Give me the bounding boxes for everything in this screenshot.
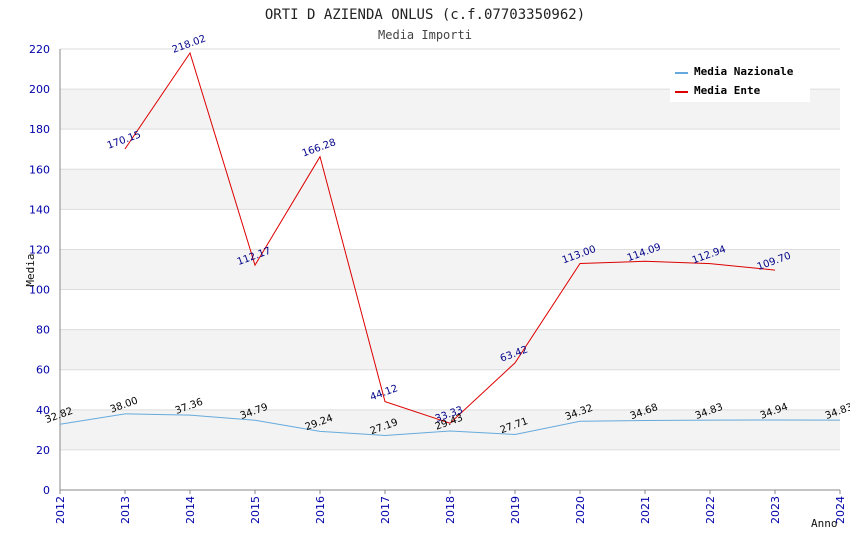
grid-band <box>60 369 840 410</box>
series-line-media-nazionale <box>59 413 841 436</box>
grid-band <box>60 129 840 170</box>
y-tick-label: 180 <box>29 123 50 136</box>
axes <box>59 49 841 494</box>
y-axis-ticks: 0 20 40 60 80 100 120 140 160 180 200 220 <box>29 43 50 497</box>
x-tick-label: 2019 <box>509 496 522 524</box>
x-tick-label: 2021 <box>639 496 652 524</box>
x-tick-label: 2012 <box>54 496 67 524</box>
grid-band <box>60 169 840 210</box>
y-tick-label: 100 <box>29 284 50 297</box>
x-axis-ticks: 2012 2013 2014 2015 2016 2017 2018 2019 2020 2021… <box>54 496 847 524</box>
y-tick-label: 60 <box>36 364 50 377</box>
y-axis-label: Media <box>24 253 37 286</box>
x-tick-label: 2013 <box>119 496 132 524</box>
x-tick-label: 2023 <box>769 496 782 524</box>
x-tick-label: 2016 <box>314 496 327 524</box>
legend-background <box>670 58 810 102</box>
legend-label-media-ente: Media Ente <box>694 84 761 97</box>
grid-band <box>60 449 840 490</box>
grid-band <box>60 209 840 250</box>
grid-band <box>60 289 840 330</box>
grid-band <box>60 409 840 450</box>
x-tick-label: 2018 <box>444 496 457 524</box>
series-lines <box>59 51 841 436</box>
x-axis-label: Anno <box>811 517 838 530</box>
series-line-media-ente <box>124 51 776 424</box>
legend-label-media-nazionale: Media Nazionale <box>694 65 794 78</box>
x-tick-label: 2024 <box>834 496 847 524</box>
x-tick-label: 2014 <box>184 496 197 524</box>
y-tick-label: 200 <box>29 83 50 96</box>
y-tick-label: 0 <box>43 484 50 497</box>
x-tick-label: 2015 <box>249 496 262 524</box>
x-tick-label: 2017 <box>379 496 392 524</box>
y-tick-label: 160 <box>29 163 50 176</box>
y-tick-label: 120 <box>29 243 50 256</box>
x-tick-label: 2022 <box>704 496 717 524</box>
y-tick-label: 220 <box>29 43 50 56</box>
grid-bands <box>60 48 840 491</box>
chart-subtitle: Media Importi <box>378 28 472 42</box>
y-tick-label: 140 <box>29 203 50 216</box>
chart-title: ORTI D AZIENDA ONLUS (c.f.07703350962) <box>265 7 585 23</box>
grid-band <box>60 329 840 370</box>
legend: Media Nazionale Media Ente <box>670 58 810 102</box>
grid-band <box>60 249 840 290</box>
y-tick-label: 40 <box>36 404 50 417</box>
y-tick-label: 20 <box>36 444 50 457</box>
y-tick-label: 80 <box>36 324 50 337</box>
x-tick-label: 2020 <box>574 496 587 524</box>
